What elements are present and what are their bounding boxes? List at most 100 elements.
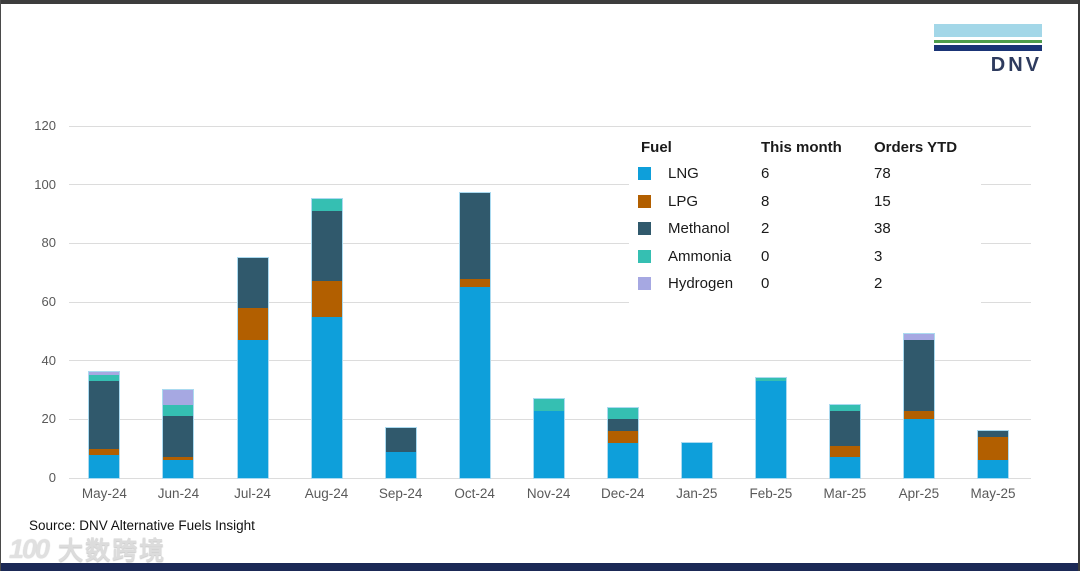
legend-label: LPG <box>668 192 699 210</box>
legend-ytd-value: 15 <box>874 192 891 210</box>
methanol-swatch <box>638 222 651 236</box>
y-tick-label: 60 <box>41 294 56 309</box>
bar-segment-ammonia <box>829 404 860 411</box>
bar-stack-feb-25 <box>754 377 787 479</box>
legend-this-month-value: 0 <box>761 247 770 265</box>
bar-segment-lng <box>681 442 712 478</box>
legend-ytd-value: 3 <box>874 247 883 265</box>
legend-label: Ammonia <box>668 247 732 265</box>
legend-ytd-value: 38 <box>874 220 891 238</box>
legend-row-lpg: LPG 8 15 <box>629 188 981 216</box>
y-tick-label: 40 <box>41 352 56 368</box>
bar-segment-lpg <box>311 281 342 317</box>
dnv-logo-text: DNV <box>990 54 1042 76</box>
x-tick-label: Sep-24 <box>378 486 423 501</box>
bar-segment-ammonia <box>163 404 194 417</box>
y-tick-label: 20 <box>41 411 56 427</box>
bar-segment-methanol <box>311 211 342 282</box>
bar-segment-methanol <box>978 431 1008 437</box>
bar-stack-apr-25 <box>902 333 935 479</box>
legend-ytd-value: 2 <box>874 275 883 293</box>
bar-segment-lng <box>89 454 120 478</box>
hydrogen-swatch <box>638 277 651 291</box>
bar-segment-methanol <box>385 428 416 452</box>
bar-stack-sep-24 <box>384 427 417 479</box>
watermark: 100 大数跨境 <box>9 531 166 567</box>
bar-segment-lpg <box>89 448 120 455</box>
legend-row-methanol: Methanol 2 38 <box>629 215 981 243</box>
y-tick-label: 100 <box>34 176 56 192</box>
gridline-0 <box>69 477 1031 479</box>
bottom-border-bar <box>1 563 1078 571</box>
x-tick-label: Feb-25 <box>749 486 793 501</box>
top-border-strip <box>1 0 1078 4</box>
legend-header-this-month: This month <box>761 138 842 156</box>
bar-segment-lng <box>755 381 786 478</box>
x-tick-label: Aug-24 <box>304 486 349 501</box>
bar-segment-lng <box>533 410 564 478</box>
legend-row-ammonia: Ammonia 0 3 <box>629 243 981 271</box>
bar-stack-jan-25 <box>680 441 713 480</box>
legend-row-hydrogen: Hydrogen 0 2 <box>629 270 981 298</box>
dnv-logo-navy-band <box>934 45 1042 51</box>
bar-stack-may-25 <box>977 430 1009 479</box>
bar-segment-hydrogen <box>163 390 194 405</box>
gridline-60 <box>69 301 1031 303</box>
bar-stack-dec-24 <box>606 406 639 480</box>
x-tick-label: Apr-25 <box>898 486 940 501</box>
bar-segment-lng <box>385 451 416 478</box>
bar-segment-lng <box>237 340 268 478</box>
legend-table: Fuel This month Orders YTD LNG 6 78 LPG … <box>629 134 981 306</box>
bar-segment-ammonia <box>311 199 342 212</box>
bar-segment-lng <box>607 442 638 478</box>
bar-segment-methanol <box>163 416 194 458</box>
bar-stack-jul-24 <box>236 257 269 479</box>
bar-segment-methanol <box>459 193 490 279</box>
bar-segment-ammonia <box>755 378 786 382</box>
x-tick-label: May-25 <box>970 486 1016 501</box>
x-tick-label: Oct-24 <box>454 486 495 501</box>
bar-segment-lng <box>311 316 342 478</box>
legend-label: Hydrogen <box>668 275 734 293</box>
bar-segment-ammonia <box>533 398 564 411</box>
legend-label: LNG <box>668 165 699 183</box>
x-tick-label: Jul-24 <box>234 486 271 501</box>
lng-swatch <box>638 167 651 181</box>
legend-this-month-value: 6 <box>761 165 770 183</box>
y-tick-label: 80 <box>41 235 56 251</box>
gridline-120 <box>69 125 1031 127</box>
bar-segment-hydrogen <box>903 334 934 341</box>
bar-segment-lng <box>903 419 934 478</box>
dnv-logo: DNV <box>934 24 1042 77</box>
x-tick-label: Jun-24 <box>157 486 200 501</box>
bar-segment-ammonia <box>89 375 120 382</box>
legend-header-fuel: Fuel <box>641 138 672 156</box>
bar-segment-methanol <box>829 410 860 446</box>
legend-this-month-value: 0 <box>761 275 770 293</box>
legend-header-orders-ytd: Orders YTD <box>874 138 958 156</box>
bar-segment-methanol <box>903 340 934 411</box>
bar-segment-lpg <box>829 445 860 458</box>
stacked-bar-plot <box>69 125 1031 480</box>
legend-this-month-value: 8 <box>761 192 770 210</box>
watermark-logo-icon: 100 <box>9 533 50 564</box>
x-tick-label: Mar-25 <box>823 486 867 501</box>
dnv-logo-sky-band <box>934 24 1042 37</box>
x-tick-label: Jan-25 <box>676 486 718 501</box>
bar-segment-lng <box>978 460 1008 478</box>
bar-segment-lng <box>829 457 860 478</box>
y-tick-label: 120 <box>34 118 56 133</box>
bar-stack-may-24 <box>88 371 121 479</box>
legend-ytd-value: 78 <box>874 165 891 183</box>
bar-segment-lpg <box>903 410 934 420</box>
gridline-80 <box>69 242 1031 244</box>
x-tick-label: May-24 <box>81 486 127 501</box>
bar-stack-aug-24 <box>310 198 343 479</box>
lpg-swatch <box>638 194 651 208</box>
bar-segment-hydrogen <box>89 372 120 376</box>
y-axis: 0 20 40 60 80 100 120 <box>1 118 56 485</box>
gridline-100 <box>69 184 1031 186</box>
x-tick-label: Dec-24 <box>600 486 645 501</box>
bar-stack-jun-24 <box>162 389 195 479</box>
